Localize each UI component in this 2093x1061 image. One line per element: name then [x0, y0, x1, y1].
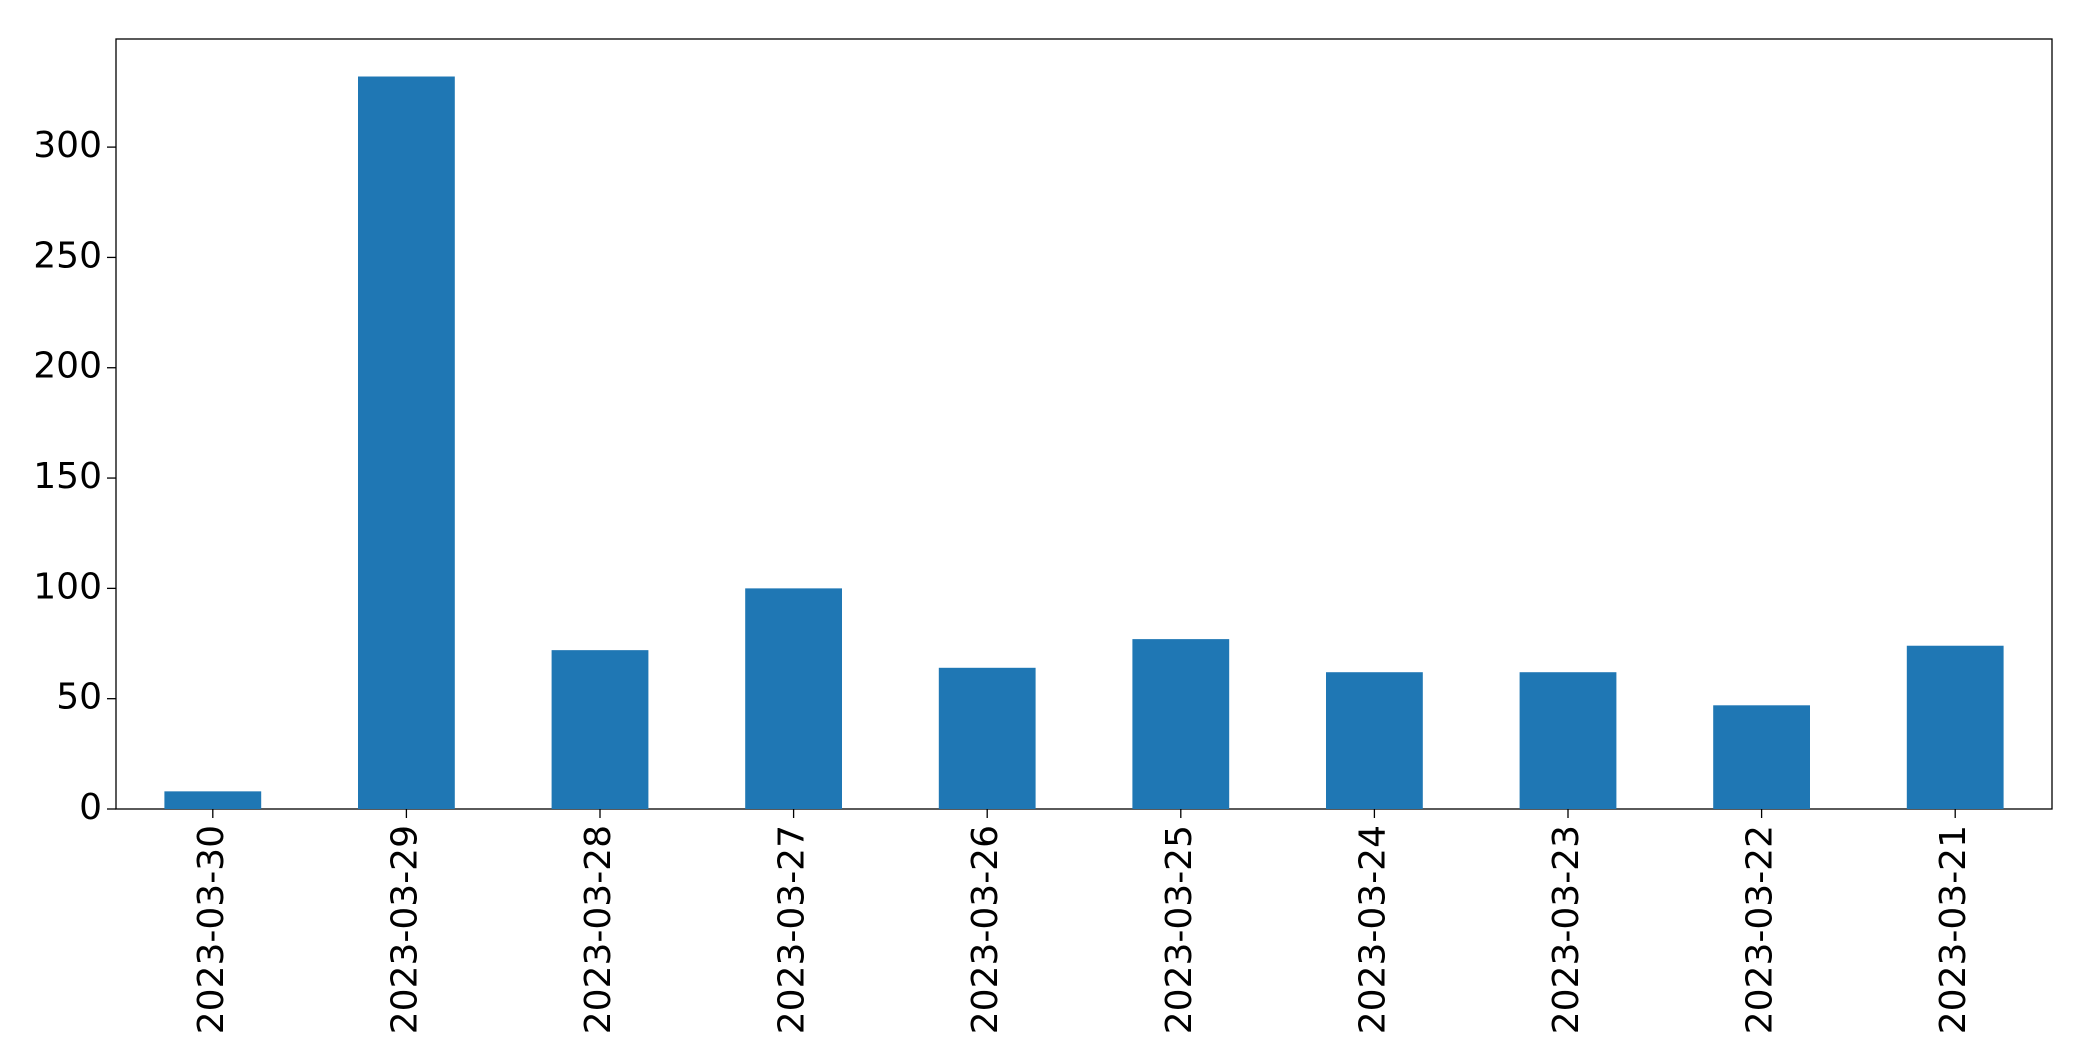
y-tick-label: 100: [33, 566, 102, 607]
x-tick-label: 2023-03-29: [384, 825, 425, 1034]
y-tick-label: 250: [33, 235, 102, 276]
y-tick-label: 0: [79, 787, 102, 828]
x-tick-label: 2023-03-24: [1352, 825, 1393, 1034]
bar: [745, 588, 842, 809]
bar: [1132, 639, 1230, 809]
x-tick-label: 2023-03-27: [772, 825, 813, 1034]
y-tick-label: 50: [56, 677, 102, 718]
bar: [938, 667, 1036, 809]
y-tick-label: 200: [33, 346, 102, 387]
bar: [1519, 672, 1617, 809]
y-tick-label: 150: [33, 456, 102, 497]
y-tick-label: 300: [33, 125, 102, 166]
bar: [551, 650, 649, 809]
x-tick-label: 2023-03-26: [965, 825, 1006, 1034]
x-tick-label: 2023-03-28: [578, 825, 619, 1034]
bar: [358, 76, 455, 810]
bar: [1326, 672, 1423, 809]
x-tick-label: 2023-03-25: [1159, 825, 1200, 1034]
x-tick-label: 2023-03-22: [1740, 825, 1781, 1034]
x-tick-label: 2023-03-21: [1933, 825, 1974, 1034]
bar: [1906, 645, 2004, 809]
bar: [1713, 705, 1810, 809]
bar: [164, 791, 262, 809]
plot-frame: [115, 38, 2053, 810]
x-tick-label: 2023-03-30: [191, 825, 232, 1034]
x-tick-label: 2023-03-23: [1546, 825, 1587, 1034]
